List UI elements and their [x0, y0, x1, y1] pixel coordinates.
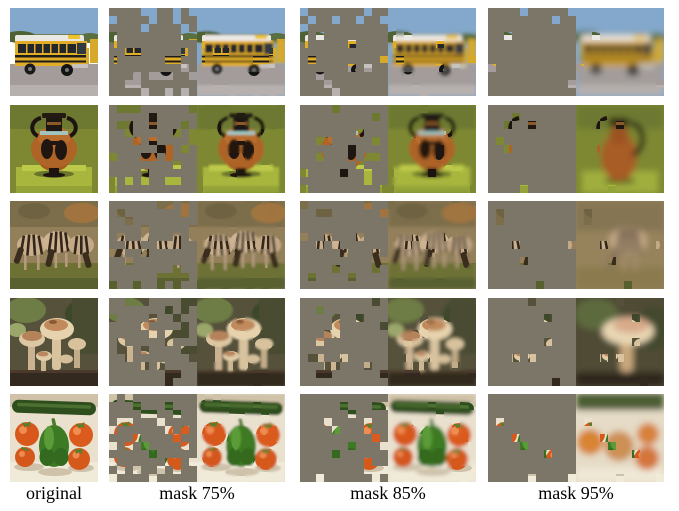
image-zebras-masked-95	[488, 201, 576, 289]
caption-mask-75: mask 75%	[159, 483, 235, 503]
row-zebras	[10, 201, 664, 289]
image-vegetables-masked-85	[300, 394, 388, 482]
pair-vegetables-mask95	[488, 394, 664, 482]
image-school-bus-recon-75	[197, 8, 285, 96]
image-school-bus-recon-85	[388, 8, 476, 96]
image-school-bus-masked-95	[488, 8, 576, 96]
image-vase-recon-85	[388, 104, 476, 193]
row-vegetables	[10, 394, 664, 482]
image-zebras-recon-75	[197, 201, 285, 289]
image-vegetables-recon-75	[197, 394, 285, 482]
image-mushrooms-original	[10, 297, 98, 386]
pair-school-bus-mask75	[109, 8, 285, 96]
image-vase-recon-75	[197, 104, 285, 193]
pair-mushrooms-mask95	[488, 297, 664, 386]
image-zebras-recon-95	[576, 201, 664, 289]
pair-zebras-mask85	[300, 201, 476, 289]
image-vase-masked-95	[488, 104, 576, 193]
image-vegetables-recon-85	[388, 394, 476, 482]
image-mushrooms-recon-85	[388, 297, 476, 386]
caption-mask-85: mask 85%	[350, 483, 426, 503]
pair-school-bus-mask95	[488, 8, 664, 96]
image-zebras-masked-75	[109, 201, 197, 289]
image-mushrooms-masked-75	[109, 297, 197, 386]
pair-zebras-mask75	[109, 201, 285, 289]
image-school-bus-masked-75	[109, 8, 197, 96]
pair-mushrooms-mask85	[300, 297, 476, 386]
image-zebras-original	[10, 201, 98, 289]
pair-vase-mask95	[488, 104, 664, 193]
image-zebras-recon-85	[388, 201, 476, 289]
pair-zebras-mask95	[488, 201, 664, 289]
pair-mushrooms-mask75	[109, 297, 285, 386]
image-vase-original	[10, 104, 98, 193]
caption-original: original	[26, 483, 82, 503]
image-vegetables-masked-75	[109, 394, 197, 482]
image-vegetables-masked-95	[488, 394, 576, 482]
image-mushrooms-masked-95	[488, 297, 576, 386]
image-vase-recon-95	[576, 104, 664, 193]
image-school-bus-recon-95	[576, 8, 664, 96]
pair-vegetables-mask75	[109, 394, 285, 482]
caption-mask-95: mask 95%	[538, 483, 614, 503]
image-vegetables-original	[10, 394, 98, 482]
caption-row: original mask 75% mask 85% mask 95%	[0, 483, 679, 509]
image-mushrooms-recon-75	[197, 297, 285, 386]
pair-vegetables-mask85	[300, 394, 476, 482]
image-vase-masked-75	[109, 104, 197, 193]
row-vase	[10, 104, 664, 193]
image-school-bus-original	[10, 8, 98, 96]
image-mushrooms-recon-95	[576, 297, 664, 386]
image-grid	[0, 8, 664, 491]
image-school-bus-masked-85	[300, 8, 388, 96]
pair-school-bus-mask85	[300, 8, 476, 96]
image-zebras-masked-85	[300, 201, 388, 289]
row-mushrooms	[10, 297, 664, 386]
image-vase-masked-85	[300, 104, 388, 193]
pair-vase-mask85	[300, 104, 476, 193]
image-mushrooms-masked-85	[300, 297, 388, 386]
image-vegetables-recon-95	[576, 394, 664, 482]
pair-vase-mask75	[109, 104, 285, 193]
row-school-bus	[10, 8, 664, 96]
